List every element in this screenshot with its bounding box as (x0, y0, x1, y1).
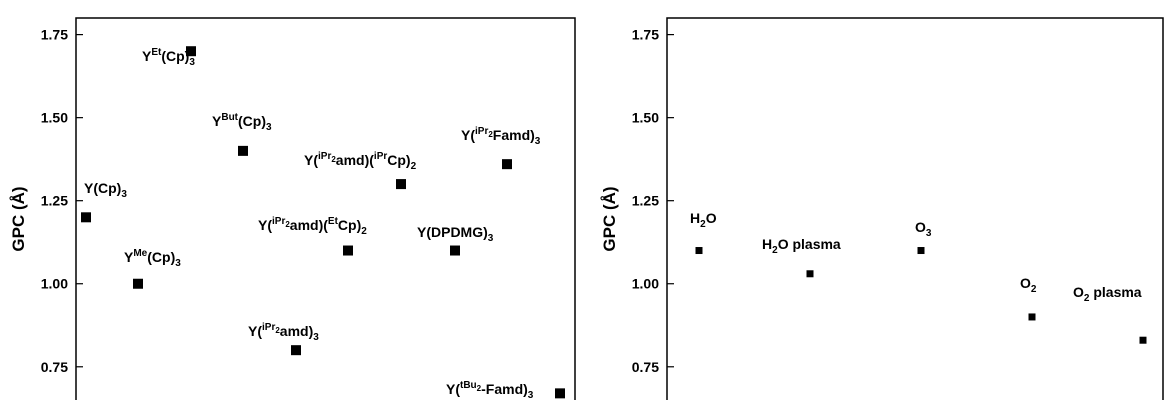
data-point (1139, 336, 1147, 344)
data-point-label: Y(DPDMG)3 (417, 224, 494, 244)
right-chart-panel: 0.75 1.00 1.25 1.50 1.75 GPC (Å) H2O H2O plasma… (600, 17, 1164, 400)
data-point-label: O3 (915, 219, 932, 239)
data-point (238, 145, 248, 156)
y-axis-label: GPC (Å) (600, 186, 619, 251)
y-tick-label: 0.75 (41, 359, 68, 375)
data-point (186, 46, 196, 57)
data-point (917, 247, 925, 255)
data-point-label: H2O (690, 210, 717, 230)
y-tick-label: 1.00 (632, 276, 659, 292)
data-point-label: Y(tBu2-Famd)3 (446, 380, 534, 400)
plot-frame (666, 17, 1164, 400)
data-point (1028, 313, 1036, 321)
data-point (291, 345, 301, 356)
data-point (555, 388, 565, 399)
y-tick-label: 1.75 (632, 27, 659, 43)
y-axis-label: GPC (Å) (9, 186, 28, 251)
data-point-label: Y(iPr2amd)3 (248, 322, 319, 343)
plot-frame (75, 17, 576, 400)
data-point (502, 159, 512, 170)
data-point (806, 270, 814, 278)
data-point-label: YBut(Cp)3 (212, 112, 272, 133)
data-point (450, 245, 460, 256)
data-point-label: YMe(Cp)3 (124, 248, 181, 269)
data-point-label: Y(iPr2amd)(iPrCp)2 (304, 151, 417, 172)
data-point (695, 247, 703, 255)
data-point (396, 179, 406, 190)
y-tick-label: 1.00 (41, 276, 68, 292)
data-point (343, 245, 353, 256)
data-point-label: Y(Cp)3 (84, 180, 127, 200)
y-tick-label: 1.25 (41, 193, 68, 209)
y-tick-label: 1.50 (632, 110, 659, 126)
data-point-label: YEt(Cp)3 (142, 47, 195, 68)
data-point-label: O2 plasma (1073, 284, 1142, 304)
data-point (81, 212, 91, 223)
y-tick-label: 0.75 (632, 359, 659, 375)
y-tick-label: 1.50 (41, 110, 68, 126)
data-point-label: Y(iPr2Famd)3 (461, 126, 541, 147)
y-tick-label: 1.75 (41, 27, 68, 43)
y-tick-label: 1.25 (632, 193, 659, 209)
data-point-label: Y(iPr2amd)(EtCp)2 (258, 216, 367, 237)
data-point-label: O2 (1020, 275, 1037, 295)
data-point (133, 278, 143, 289)
data-point-label: H2O plasma (762, 236, 841, 256)
left-chart-panel: 0.75 1.00 1.25 1.50 1.75 GPC (Å) Y(Cp)3 YMe(Cp)… (9, 17, 576, 400)
